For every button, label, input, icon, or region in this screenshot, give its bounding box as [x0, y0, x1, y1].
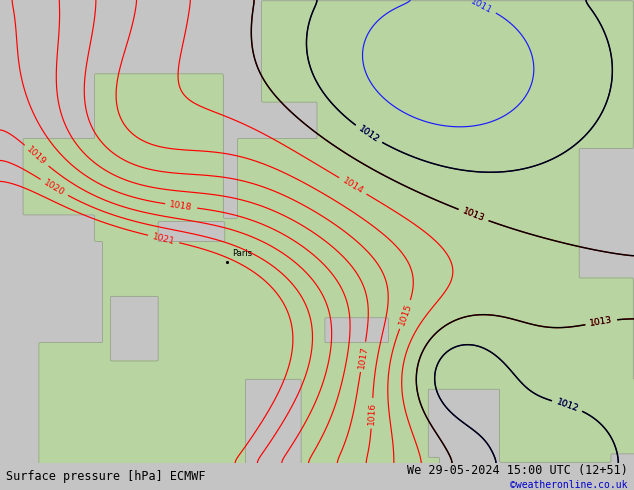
Text: 1012: 1012: [555, 397, 579, 414]
Text: 1014: 1014: [340, 176, 365, 196]
Text: 1017: 1017: [357, 345, 369, 369]
Text: 1013: 1013: [461, 207, 486, 223]
Text: We 29-05-2024 15:00 UTC (12+51): We 29-05-2024 15:00 UTC (12+51): [407, 464, 628, 477]
Text: 1018: 1018: [169, 200, 193, 212]
Text: 1016: 1016: [367, 401, 377, 425]
Text: 1013: 1013: [589, 316, 613, 328]
Text: 1012: 1012: [357, 124, 380, 145]
Text: 1012: 1012: [555, 397, 579, 414]
Text: 1013: 1013: [589, 316, 613, 328]
Text: ©weatheronline.co.uk: ©weatheronline.co.uk: [510, 480, 628, 490]
Text: 1011: 1011: [469, 0, 494, 16]
Text: 1015: 1015: [397, 302, 413, 327]
Text: Paris: Paris: [232, 249, 252, 258]
Text: 1013: 1013: [461, 207, 486, 223]
Text: 1019: 1019: [25, 145, 48, 167]
Text: 1012: 1012: [357, 124, 380, 145]
Text: 1021: 1021: [152, 232, 176, 246]
Text: Surface pressure [hPa] ECMWF: Surface pressure [hPa] ECMWF: [6, 470, 206, 483]
Text: 1020: 1020: [42, 178, 67, 197]
